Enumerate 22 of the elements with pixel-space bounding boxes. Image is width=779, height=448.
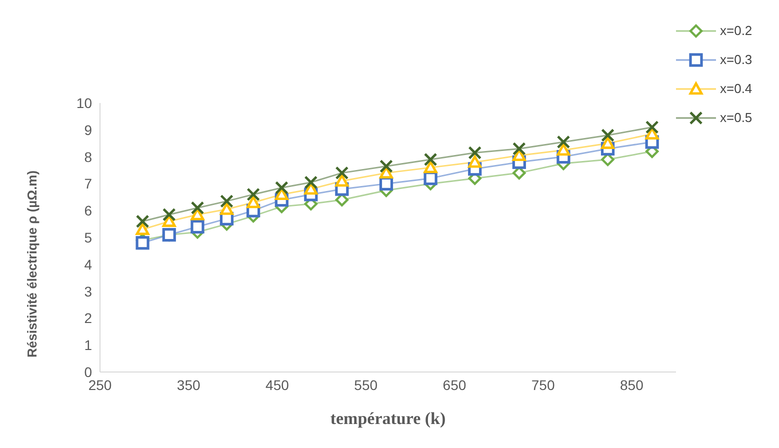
y-tick-label: 6 — [84, 202, 92, 219]
y-axis-title: Résistivité électrique ρ (µΩ.m) — [24, 170, 40, 358]
x-tick-label: 550 — [354, 376, 378, 393]
y-tick-label: 2 — [84, 310, 92, 326]
legend-label: x=0.5 — [720, 110, 752, 125]
y-tick-label: 4 — [84, 256, 92, 272]
x-tick-label: 750 — [531, 376, 555, 393]
x-tick-label: 450 — [266, 376, 290, 393]
y-tick-label: 3 — [84, 283, 92, 300]
y-tick-label: 8 — [84, 148, 92, 165]
x-tick-label: 350 — [176, 376, 201, 393]
y-tick-label: 9 — [84, 122, 92, 138]
x-axis-title: température (k) — [330, 409, 446, 428]
y-tick-label: 5 — [84, 229, 92, 246]
y-tick-label: 10 — [76, 94, 92, 111]
legend-label: x=0.2 — [720, 23, 752, 38]
legend-label: x=0.4 — [720, 81, 752, 96]
legend-label: x=0.3 — [720, 52, 752, 67]
x-tick-label: 850 — [620, 376, 644, 393]
x-tick-label: 650 — [442, 376, 466, 393]
y-tick-label: 7 — [84, 176, 92, 192]
y-tick-label: 1 — [84, 337, 92, 354]
